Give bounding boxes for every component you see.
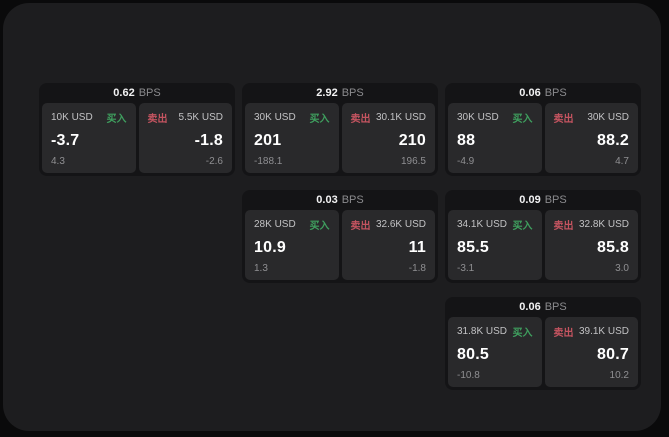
- buy-delta: 1.3: [254, 263, 268, 274]
- sell-panel[interactable]: 卖出 30K USD 88.2 4.7: [544, 103, 638, 173]
- buy-button[interactable]: 买入: [309, 221, 330, 232]
- buy-delta: -3.1: [457, 263, 475, 274]
- sell-button[interactable]: 卖出: [553, 221, 574, 232]
- spread-card: 0.06 BPS 31.8K USD 买入 80.5 -10.8 卖出 39.1K USD 80…: [445, 297, 641, 390]
- bps-unit-label: BPS: [544, 194, 567, 206]
- sell-amount: 32.8K USD: [578, 219, 629, 230]
- card-body: 34.1K USD 买入 85.5 -3.1 卖出 32.8K USD 85.8 3.0: [445, 210, 641, 283]
- card-header: 0.62 BPS: [39, 83, 235, 103]
- buy-delta: -10.8: [457, 370, 480, 381]
- sell-panel[interactable]: 卖出 30.1K USD 210 196.5: [341, 103, 435, 173]
- card-header: 0.03 BPS: [242, 190, 438, 210]
- buy-price: -3.7: [51, 131, 80, 149]
- buy-amount: 30K USD: [457, 112, 499, 123]
- buy-panel[interactable]: 10K USD 买入 -3.7 4.3: [42, 103, 136, 173]
- buy-amount: 34.1K USD: [457, 219, 508, 230]
- cards-grid: 0.62 BPS 10K USD 买入 -3.7 4.3 卖出 5.5K USD -1.8 -2.…: [39, 83, 641, 390]
- sell-delta: 196.5: [400, 156, 426, 167]
- bps-value: 0.62: [113, 87, 135, 99]
- buy-panel[interactable]: 34.1K USD 买入 85.5 -3.1: [448, 210, 542, 280]
- spread-card: 0.03 BPS 28K USD 买入 10.9 1.3 卖出 32.6K USD 11 -1.8: [242, 190, 438, 283]
- bps-unit-label: BPS: [341, 194, 364, 206]
- buy-amount: 10K USD: [51, 112, 93, 123]
- card-body: 30K USD 买入 201 -188.1 卖出 30.1K USD 210 196.5: [242, 103, 438, 176]
- buy-amount: 30K USD: [254, 112, 296, 123]
- sell-delta: -1.8: [408, 263, 426, 274]
- sell-amount: 39.1K USD: [578, 326, 629, 337]
- bps-unit-label: BPS: [138, 87, 161, 99]
- bps-unit-label: BPS: [341, 87, 364, 99]
- bps-value: 0.09: [519, 194, 541, 206]
- sell-price: -1.8: [194, 131, 223, 149]
- sell-amount: 30K USD: [587, 112, 629, 123]
- sell-price: 11: [408, 238, 426, 256]
- sell-button[interactable]: 卖出: [553, 328, 574, 339]
- sell-panel[interactable]: 卖出 32.8K USD 85.8 3.0: [544, 210, 638, 280]
- sell-button[interactable]: 卖出: [350, 221, 371, 232]
- sell-panel[interactable]: 卖出 5.5K USD -1.8 -2.6: [138, 103, 232, 173]
- buy-panel[interactable]: 30K USD 买入 88 -4.9: [448, 103, 542, 173]
- buy-button[interactable]: 买入: [106, 114, 127, 125]
- spread-card: 0.06 BPS 30K USD 买入 88 -4.9 卖出 30K USD 88.2 4.7: [445, 83, 641, 176]
- bps-value: 0.03: [316, 194, 338, 206]
- buy-price: 85.5: [457, 238, 489, 256]
- card-body: 31.8K USD 买入 80.5 -10.8 卖出 39.1K USD 80.7 10.2: [445, 317, 641, 390]
- card-header: 0.06 BPS: [445, 83, 641, 103]
- sell-amount: 32.6K USD: [375, 219, 426, 230]
- sell-price: 85.8: [597, 238, 629, 256]
- sell-price: 88.2: [597, 131, 629, 149]
- main-panel: 0.62 BPS 10K USD 买入 -3.7 4.3 卖出 5.5K USD -1.8 -2.…: [3, 3, 661, 431]
- sell-button[interactable]: 卖出: [350, 114, 371, 125]
- buy-price: 80.5: [457, 345, 489, 363]
- card-body: 28K USD 买入 10.9 1.3 卖出 32.6K USD 11 -1.8: [242, 210, 438, 283]
- sell-delta: 3.0: [615, 263, 629, 274]
- spread-card: 0.09 BPS 34.1K USD 买入 85.5 -3.1 卖出 32.8K USD 85.…: [445, 190, 641, 283]
- sell-amount: 5.5K USD: [178, 112, 223, 123]
- buy-button[interactable]: 买入: [512, 328, 533, 339]
- bps-value: 2.92: [316, 87, 338, 99]
- card-body: 30K USD 买入 88 -4.9 卖出 30K USD 88.2 4.7: [445, 103, 641, 176]
- card-header: 2.92 BPS: [242, 83, 438, 103]
- buy-delta: 4.3: [51, 156, 65, 167]
- buy-price: 10.9: [254, 238, 286, 256]
- buy-button[interactable]: 买入: [309, 114, 330, 125]
- sell-delta: -2.6: [205, 156, 223, 167]
- sell-delta: 10.2: [609, 370, 629, 381]
- buy-panel[interactable]: 28K USD 买入 10.9 1.3: [245, 210, 339, 280]
- buy-panel[interactable]: 30K USD 买入 201 -188.1: [245, 103, 339, 173]
- card-header: 0.09 BPS: [445, 190, 641, 210]
- sell-panel[interactable]: 卖出 32.6K USD 11 -1.8: [341, 210, 435, 280]
- sell-button[interactable]: 卖出: [147, 114, 168, 125]
- card-body: 10K USD 买入 -3.7 4.3 卖出 5.5K USD -1.8 -2.6: [39, 103, 235, 176]
- card-header: 0.06 BPS: [445, 297, 641, 317]
- sell-amount: 30.1K USD: [375, 112, 426, 123]
- sell-price: 210: [398, 131, 426, 149]
- bps-unit-label: BPS: [544, 301, 567, 313]
- buy-amount: 31.8K USD: [457, 326, 508, 337]
- spread-card: 2.92 BPS 30K USD 买入 201 -188.1 卖出 30.1K USD 210 1…: [242, 83, 438, 176]
- sell-button[interactable]: 卖出: [553, 114, 574, 125]
- spread-card: 0.62 BPS 10K USD 买入 -3.7 4.3 卖出 5.5K USD -1.8 -2.…: [39, 83, 235, 176]
- buy-delta: -188.1: [254, 156, 283, 167]
- buy-panel[interactable]: 31.8K USD 买入 80.5 -10.8: [448, 317, 542, 387]
- bps-value: 0.06: [519, 301, 541, 313]
- bps-value: 0.06: [519, 87, 541, 99]
- bps-unit-label: BPS: [544, 87, 567, 99]
- sell-panel[interactable]: 卖出 39.1K USD 80.7 10.2: [544, 317, 638, 387]
- sell-delta: 4.7: [615, 156, 629, 167]
- buy-price: 88: [457, 131, 476, 149]
- buy-delta: -4.9: [457, 156, 475, 167]
- buy-button[interactable]: 买入: [512, 114, 533, 125]
- buy-button[interactable]: 买入: [512, 221, 533, 232]
- sell-price: 80.7: [597, 345, 629, 363]
- buy-amount: 28K USD: [254, 219, 296, 230]
- buy-price: 201: [254, 131, 282, 149]
